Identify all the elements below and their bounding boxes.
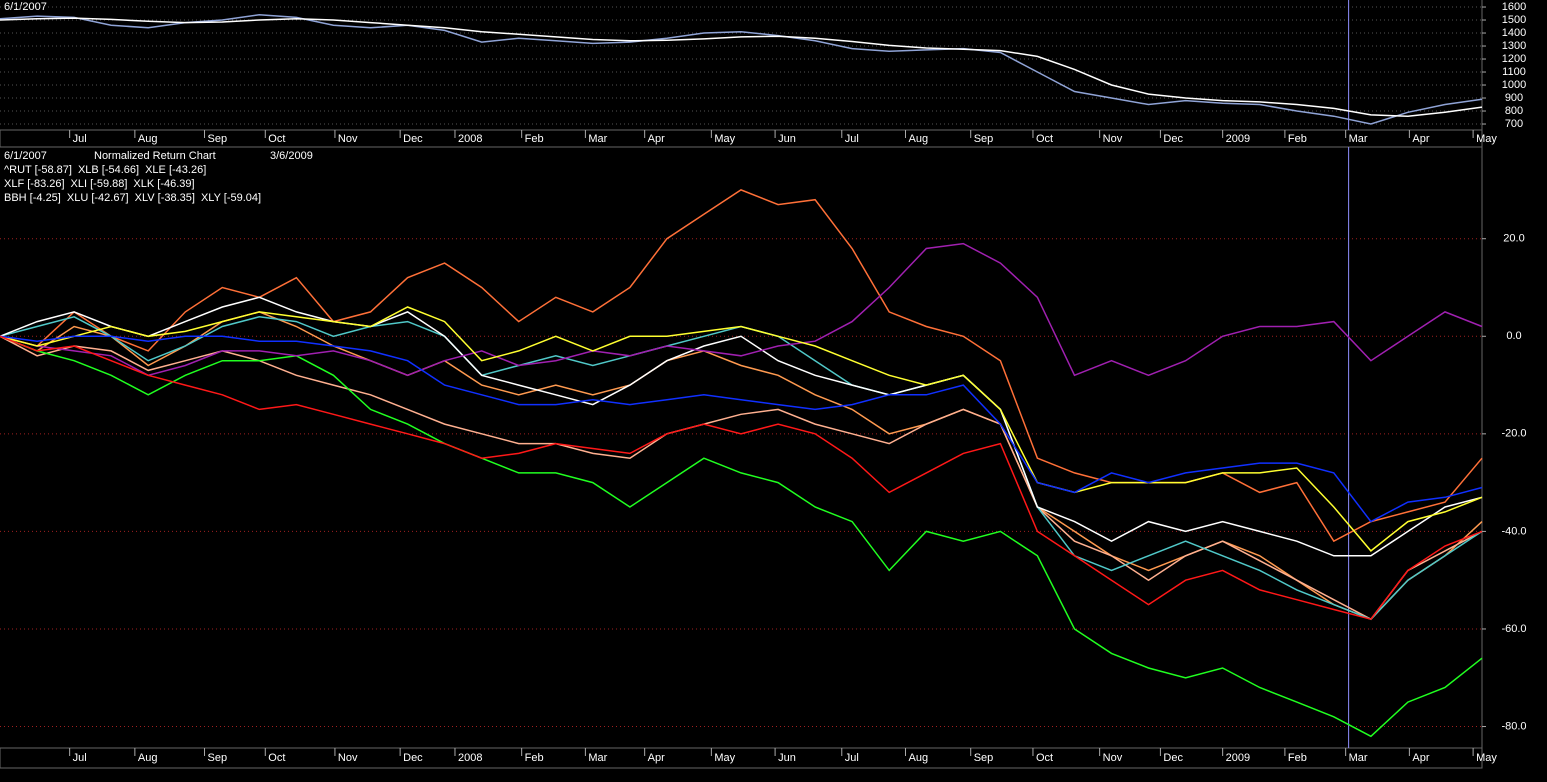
legend-entry: BBH [-4.25] [4, 192, 61, 204]
x-tick-label: May [1476, 133, 1497, 145]
x-tick-label: 2009 [1226, 752, 1250, 764]
series-line [0, 335, 1483, 621]
series-line [0, 189, 1483, 543]
legend-entry: XLE [-43.26] [145, 164, 206, 176]
x-tick-label: Jul [845, 752, 859, 764]
x-tick-label: Mar [588, 752, 607, 764]
x-tick-label: Dec [403, 752, 423, 764]
x-tick-label: Aug [909, 752, 929, 764]
bottom-date-label: 6/1/2007 [4, 150, 47, 162]
y-tick-label: -60.0 [1501, 623, 1526, 635]
x-tick-label: Sep [974, 752, 994, 764]
x-tick-label: Nov [338, 752, 358, 764]
series-line [0, 242, 1483, 377]
x-tick-label: Mar [588, 133, 607, 145]
y-tick-label: 1000 [1502, 79, 1526, 91]
y-tick-label: -40.0 [1501, 525, 1526, 537]
x-tick-label: Oct [1036, 752, 1053, 764]
legend-entry: XLU [-42.67] [67, 192, 129, 204]
x-tick-label: Jul [73, 133, 87, 145]
x-tick-label: Nov [1103, 752, 1123, 764]
legend-entry: XLI [-59.88] [71, 178, 128, 190]
legend-entry: XLF [-83.26] [4, 178, 65, 190]
x-tick-label: May [714, 752, 735, 764]
y-tick-label: 900 [1505, 92, 1523, 104]
y-tick-label: 1100 [1502, 66, 1526, 78]
series-line [0, 296, 1483, 557]
y-tick-label: 700 [1505, 118, 1523, 130]
x-tick-label: Mar [1349, 752, 1368, 764]
x-tick-label: Jul [73, 752, 87, 764]
legend-entry: XLK [-46.39] [133, 178, 194, 190]
x-tick-label: Sep [208, 133, 228, 145]
x-tick-label: Feb [525, 752, 544, 764]
x-tick-label: 2008 [458, 133, 482, 145]
series-line [0, 17, 1483, 117]
x-tick-label: Jul [845, 133, 859, 145]
cursor-date: 3/6/2009 [270, 150, 313, 162]
x-tick-label: Feb [1288, 133, 1307, 145]
series-line [0, 306, 1483, 552]
x-tick-label: Sep [208, 752, 228, 764]
x-tick-label: Aug [138, 752, 158, 764]
x-tick-label: Dec [1163, 133, 1183, 145]
x-tick-label: 2008 [458, 752, 482, 764]
x-tick-label: 2009 [1226, 133, 1250, 145]
x-tick-label: Apr [648, 752, 665, 764]
y-tick-label: 0.0 [1506, 330, 1521, 342]
x-tick-label: Nov [338, 133, 358, 145]
x-tick-label: Apr [648, 133, 665, 145]
x-tick-label: Feb [1288, 752, 1307, 764]
legend-entry: XLY [-59.04] [201, 192, 261, 204]
y-tick-label: 20.0 [1503, 233, 1524, 245]
x-tick-label: Oct [268, 133, 285, 145]
y-tick-label: 1600 [1502, 1, 1526, 13]
series-line [0, 14, 1483, 125]
y-tick-label: 1300 [1502, 40, 1526, 52]
x-tick-label: Sep [974, 133, 994, 145]
x-tick-label: Dec [1163, 752, 1183, 764]
series-line [0, 335, 1483, 523]
series-line [0, 335, 1483, 738]
x-tick-label: Apr [1412, 752, 1429, 764]
x-tick-label: Jun [778, 752, 796, 764]
top-date-label: 6/1/2007 [4, 1, 47, 13]
y-tick-label: -20.0 [1501, 428, 1526, 440]
y-tick-label: 800 [1505, 105, 1523, 117]
x-tick-label: Nov [1103, 133, 1123, 145]
legend-entry: XLB [-54.66] [78, 164, 139, 176]
series-line [0, 335, 1483, 621]
x-tick-label: Dec [403, 133, 423, 145]
legend-entry: XLV [-38.35] [135, 192, 195, 204]
x-tick-label: Apr [1412, 133, 1429, 145]
x-tick-label: Aug [138, 133, 158, 145]
x-tick-label: Mar [1349, 133, 1368, 145]
chart-title: Normalized Return Chart [94, 150, 216, 162]
x-tick-label: Aug [909, 133, 929, 145]
y-tick-label: 1500 [1502, 14, 1526, 26]
x-tick-label: Jun [778, 133, 796, 145]
x-tick-label: Feb [525, 133, 544, 145]
x-tick-label: Oct [268, 752, 285, 764]
x-tick-label: Oct [1036, 133, 1053, 145]
x-tick-label: May [714, 133, 735, 145]
y-tick-label: 1400 [1502, 27, 1526, 39]
y-tick-label: -80.0 [1501, 720, 1526, 732]
y-tick-label: 1200 [1502, 53, 1526, 65]
x-tick-label: May [1476, 752, 1497, 764]
legend-entry: ^RUT [-58.87] [4, 164, 72, 176]
